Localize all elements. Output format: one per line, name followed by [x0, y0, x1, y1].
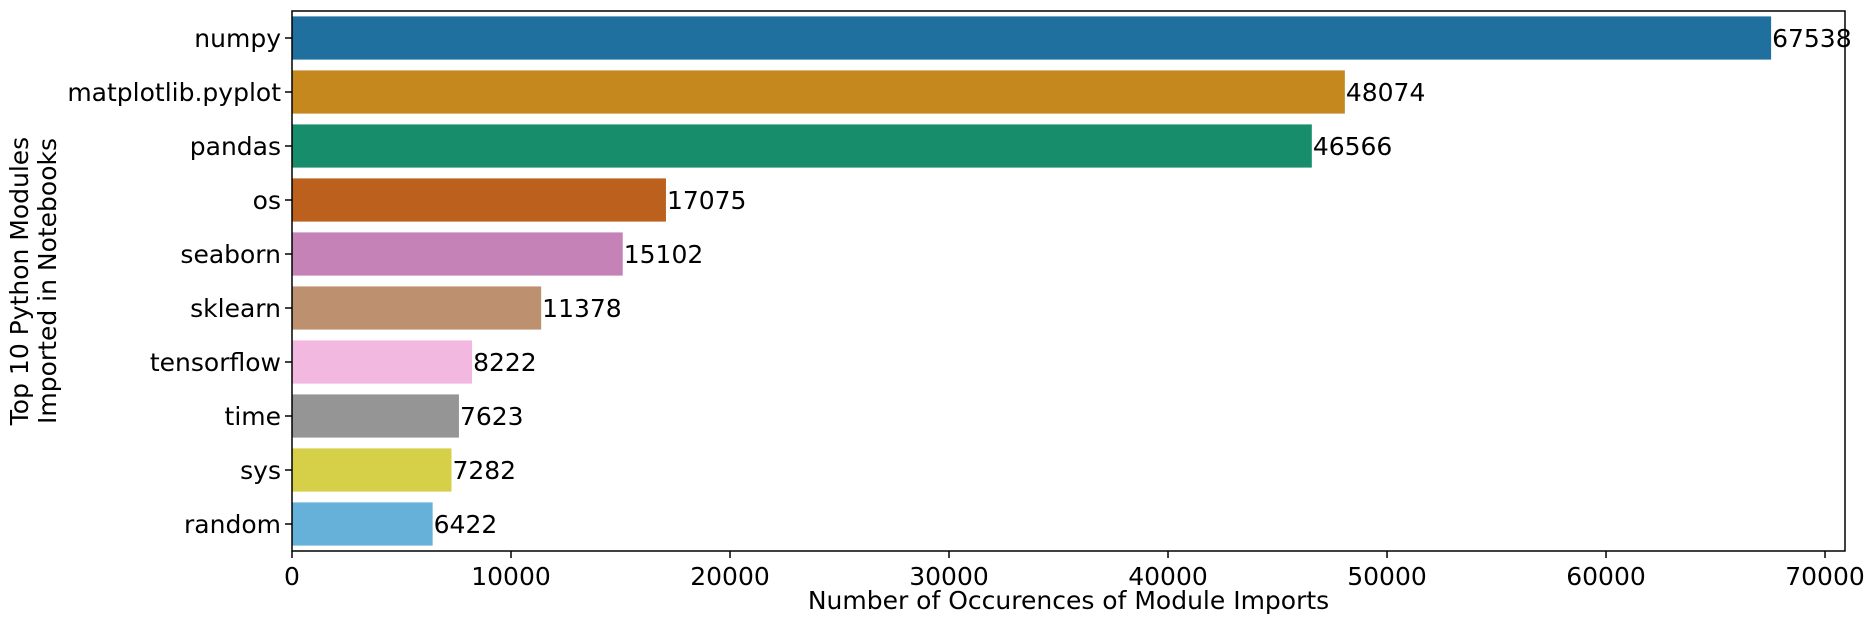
- y-tick-label: seaborn: [180, 240, 281, 269]
- x-tick-label: 70000: [1785, 562, 1865, 591]
- data-label: 8222: [473, 348, 537, 377]
- y-tick-label: matplotlib.pyplot: [67, 78, 281, 107]
- data-label: 7623: [460, 402, 524, 431]
- y-axis-title-line: Imported in Notebooks: [33, 138, 62, 424]
- data-label: 6422: [434, 510, 498, 539]
- y-axis-title: Top 10 Python Modules Imported in Noteboo…: [5, 137, 62, 426]
- x-tick-label: 10000: [471, 562, 551, 591]
- bar-sklearn: [292, 286, 542, 330]
- bar-numpy: [292, 16, 1772, 60]
- y-tick-label: tensorflow: [150, 348, 281, 377]
- x-axis: 0 10000 20000 30000 40000 50000 60000 70000: [284, 551, 1865, 591]
- data-label: 15102: [624, 240, 704, 269]
- data-label: 7282: [452, 456, 516, 485]
- x-tick-label: 50000: [1347, 562, 1427, 591]
- bar-sys: [292, 448, 452, 492]
- x-tick-label: 20000: [690, 562, 770, 591]
- x-tick-label: 60000: [1566, 562, 1646, 591]
- y-tick-label: random: [184, 510, 281, 539]
- x-tick-label: 30000: [909, 562, 989, 591]
- data-label: 46566: [1313, 132, 1393, 161]
- x-axis-title: Number of Occurences of Module Imports: [808, 586, 1329, 615]
- y-tick-label: sklearn: [190, 294, 281, 323]
- data-label: 48074: [1346, 78, 1426, 107]
- bar-random: [292, 502, 433, 546]
- y-tick-label: time: [225, 402, 281, 431]
- bar-pandas: [292, 124, 1312, 168]
- y-tick-label: os: [253, 186, 281, 215]
- bar-time: [292, 394, 459, 438]
- y-tick-label: sys: [240, 456, 281, 485]
- y-tick-label: pandas: [190, 132, 281, 161]
- y-axis-title-line: Top 10 Python Modules: [5, 137, 34, 426]
- x-tick-label: 0: [284, 562, 300, 591]
- y-axis: numpy matplotlib.pyplot pandas os seaborn skl…: [67, 24, 292, 539]
- bars-layer: [292, 16, 1772, 546]
- bar-os: [292, 178, 666, 222]
- data-label: 11378: [542, 294, 622, 323]
- x-tick-label: 40000: [1128, 562, 1208, 591]
- data-label: 67538: [1772, 24, 1852, 53]
- bar-tensorflow: [292, 340, 473, 384]
- bar-seaborn: [292, 232, 623, 276]
- data-label: 17075: [667, 186, 747, 215]
- plot-frame: [291, 10, 1846, 552]
- bar-matplotlib-pyplot: [292, 70, 1345, 114]
- y-tick-label: numpy: [194, 24, 281, 53]
